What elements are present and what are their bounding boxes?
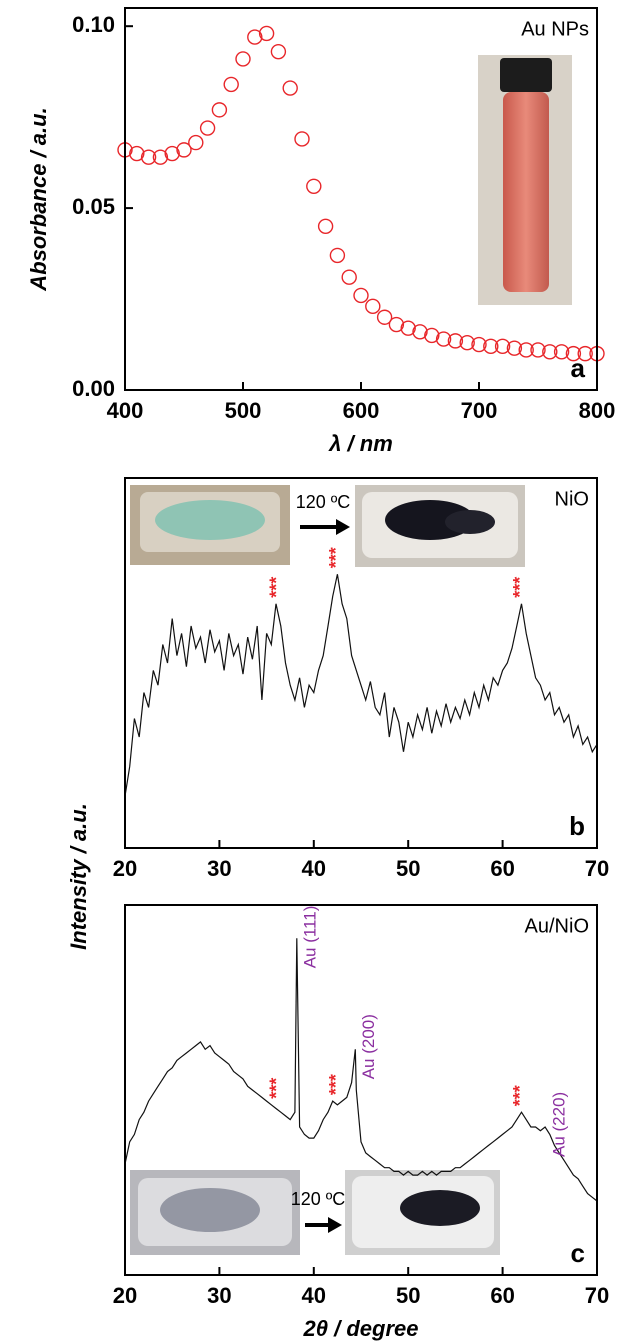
x-tick-label: 600 — [343, 398, 380, 423]
data-line — [124, 574, 598, 797]
peak-mark: *** — [326, 1074, 346, 1095]
panel-title: NiO — [555, 488, 589, 510]
data-point — [376, 309, 393, 325]
panel-letter: c — [571, 1238, 585, 1268]
data-point — [164, 145, 180, 162]
peak-label: Au (220) — [550, 1092, 569, 1157]
data-point — [542, 344, 558, 360]
data-point — [353, 287, 369, 304]
y-axis-label: Intensity / a.u. — [66, 803, 91, 950]
peak-mark: *** — [326, 547, 346, 568]
peak-label: Au (200) — [359, 1014, 378, 1079]
x-tick-label: 800 — [579, 398, 616, 423]
panel-letter: a — [571, 353, 586, 383]
data-point — [129, 145, 145, 162]
y-axis-label: Absorbance / a.u. — [26, 107, 51, 291]
data-point — [329, 247, 346, 264]
x-tick-label: 40 — [302, 1283, 326, 1308]
panel-title: Au NPs — [521, 18, 589, 40]
x-tick-label: 50 — [396, 1283, 420, 1308]
data-point — [176, 142, 192, 158]
data-line — [124, 938, 598, 1202]
axes-frame — [124, 904, 598, 1276]
data-point — [235, 51, 251, 67]
panel-letter: b — [569, 811, 585, 841]
data-point — [530, 342, 546, 358]
peak-mark: *** — [510, 1085, 530, 1106]
inset-text: 120 ºC — [291, 1189, 346, 1209]
x-tick-label: 500 — [225, 398, 262, 423]
data-point — [494, 338, 511, 355]
x-axis-label: 2θ / degree — [303, 1316, 419, 1341]
data-point — [483, 338, 499, 355]
x-tick-label: 30 — [207, 1283, 231, 1308]
data-point — [247, 29, 263, 45]
data-point — [459, 335, 475, 351]
y-tick-label: 0.10 — [72, 12, 115, 37]
y-tick-label: 0.00 — [72, 376, 115, 401]
data-point — [553, 344, 570, 360]
data-point — [270, 43, 287, 60]
data-point — [447, 333, 464, 349]
data-point — [140, 149, 157, 165]
au-nio-photos — [130, 1170, 500, 1255]
x-tick-label: 40 — [302, 856, 326, 881]
data-point — [223, 76, 239, 93]
data-point — [341, 269, 357, 285]
axes-frame — [124, 477, 598, 849]
y-tick-label: 0.05 — [72, 194, 115, 219]
data-point — [435, 331, 452, 347]
peak-mark: *** — [267, 577, 287, 598]
x-tick-label: 400 — [107, 398, 144, 423]
data-point — [506, 340, 523, 356]
data-point — [388, 316, 405, 333]
data-point — [294, 131, 310, 147]
x-tick-label: 60 — [490, 856, 514, 881]
x-tick-label: 70 — [585, 856, 609, 881]
data-point — [518, 342, 534, 358]
data-point — [152, 149, 169, 165]
data-point — [199, 120, 216, 136]
data-point — [471, 336, 487, 353]
vial-photo — [478, 55, 572, 305]
x-axis-label: λ / nm — [328, 431, 393, 456]
data-point — [306, 178, 322, 194]
peak-label: Au (111) — [300, 906, 319, 969]
x-tick-label: 20 — [113, 856, 137, 881]
data-point — [188, 134, 204, 151]
data-point — [424, 327, 440, 344]
x-tick-label: 70 — [585, 1283, 609, 1308]
inset-text: 120 ºC — [296, 492, 351, 512]
nio-photos — [130, 485, 525, 567]
x-tick-label: 700 — [461, 398, 498, 423]
data-point — [258, 25, 275, 42]
data-point — [565, 345, 582, 362]
data-point — [211, 102, 228, 118]
peak-mark: *** — [510, 577, 530, 598]
data-point — [365, 298, 381, 315]
x-tick-label: 20 — [113, 1283, 137, 1308]
panel-title: Au/NiO — [525, 915, 589, 937]
x-tick-label: 50 — [396, 856, 420, 881]
x-tick-label: 60 — [490, 1283, 514, 1308]
data-point — [282, 80, 298, 96]
data-point — [400, 320, 416, 336]
data-point — [412, 324, 428, 340]
data-point — [317, 218, 334, 234]
x-tick-label: 30 — [207, 856, 231, 881]
data-point — [577, 345, 593, 362]
peak-mark: *** — [267, 1078, 287, 1099]
